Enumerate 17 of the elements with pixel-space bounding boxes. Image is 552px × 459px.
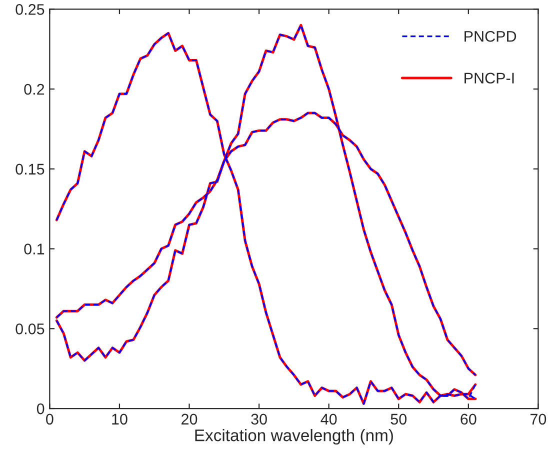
- x-tick-label: 60: [460, 414, 476, 425]
- y-tick-label: 0.15: [16, 164, 44, 175]
- y-tick-label: 0.1: [24, 244, 44, 254]
- y-tick-label: 0.05: [16, 324, 44, 334]
- x-tick-label: 10: [112, 414, 128, 425]
- x-tick-label: 40: [320, 414, 337, 425]
- y-tick-label: 0.2: [24, 84, 44, 95]
- x-tick-label: 30: [251, 414, 267, 425]
- legend-label: PNCPD: [464, 30, 516, 42]
- y-tick-label: 0: [36, 403, 44, 414]
- x-tick-label: 20: [182, 414, 198, 425]
- x-tick-label: 70: [530, 414, 546, 425]
- legend-label: PNCP-I: [464, 72, 514, 84]
- x-tick-label: 50: [390, 414, 407, 425]
- y-tick-label: 0.25: [16, 4, 44, 15]
- x-axis-title: Excitation wavelength (nm): [195, 429, 393, 445]
- x-tick-label: 0: [46, 414, 54, 425]
